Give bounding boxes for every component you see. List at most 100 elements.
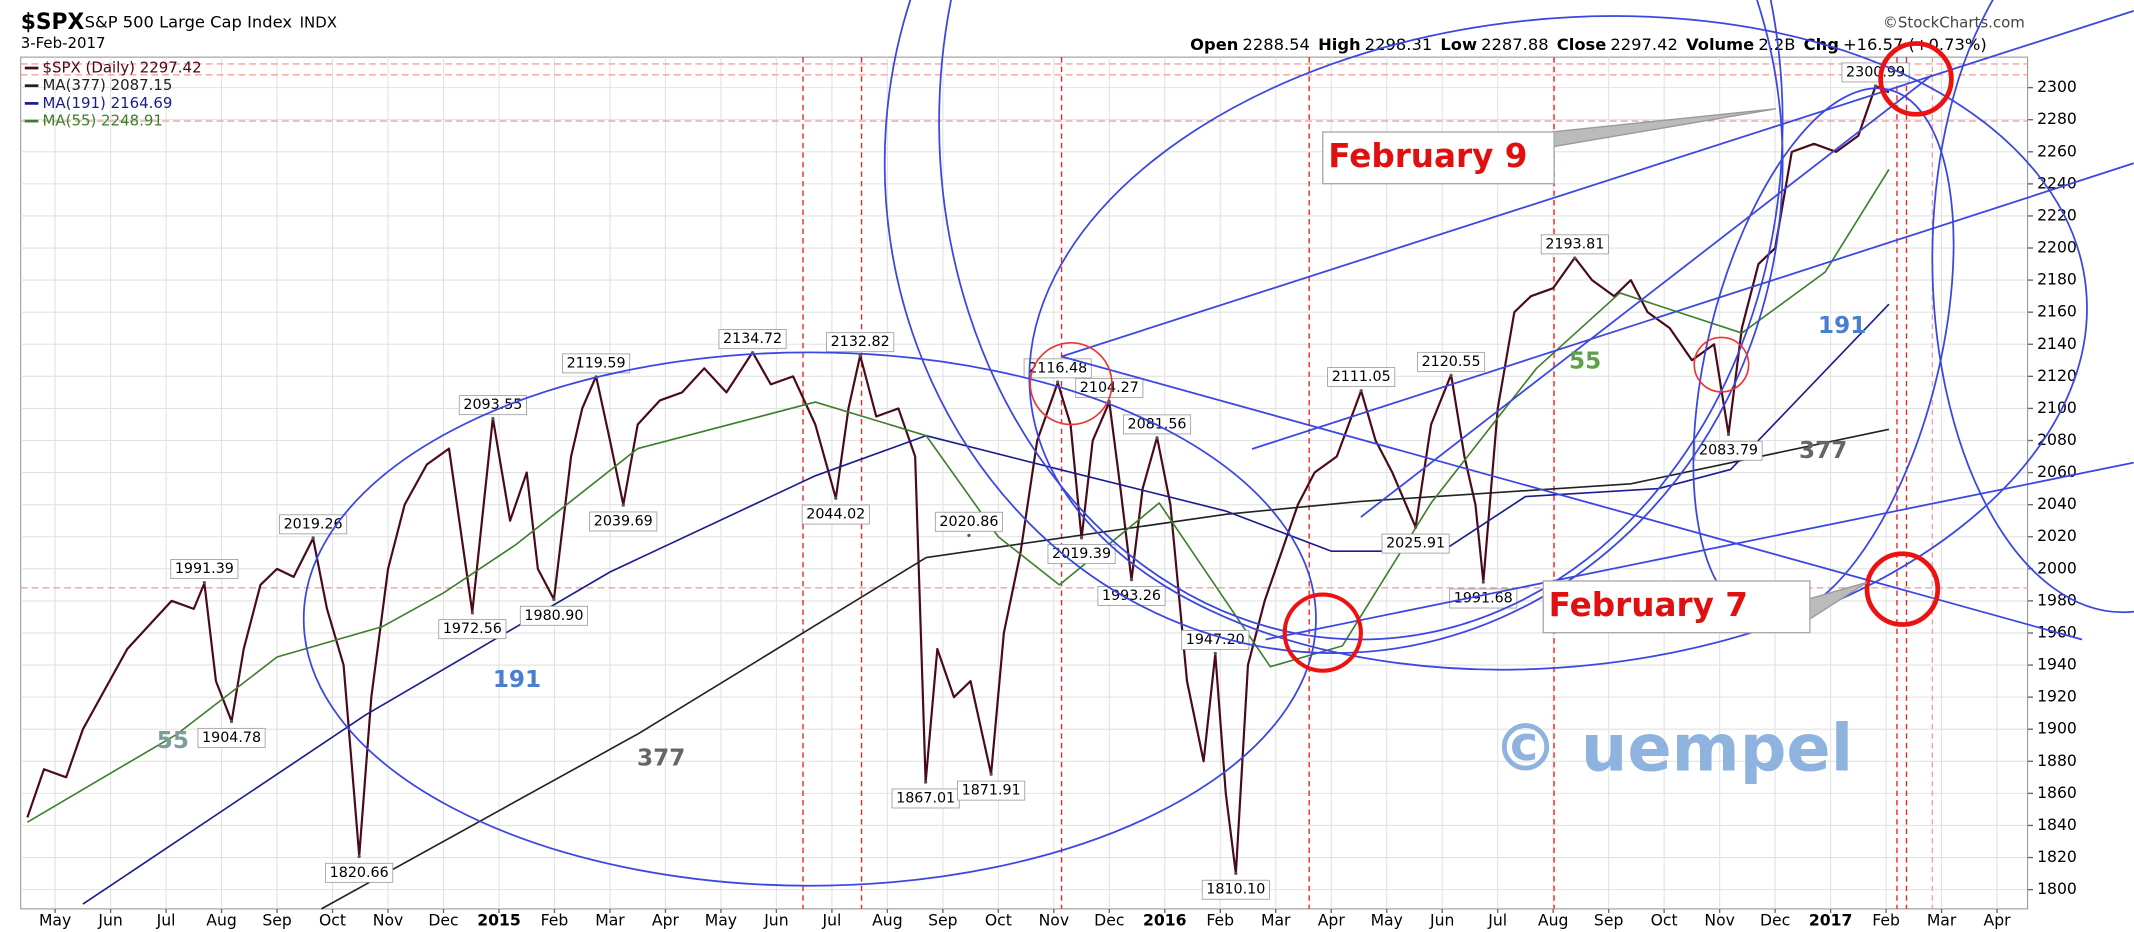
annotation-label: 1904.78 [202,730,261,746]
y-tick-label: 2160 [2037,302,2077,321]
y-tick-label: 1860 [2037,783,2077,802]
y-tick-label: 2180 [2037,270,2077,289]
x-tick-label: Jul [156,911,176,930]
annotation-label: 1867.01 [896,790,955,806]
annotation-box [934,511,1003,532]
annotation-point [1079,536,1084,540]
x-tick-label: 2016 [1143,911,1187,930]
callout-box [1542,580,1811,634]
x-tick-label: Dec [1760,911,1790,930]
legend-label: MA(191) 2164.69 [42,94,172,112]
x-tick-label: Nov [1039,911,1070,930]
annotation-label: 2134.72 [723,331,782,347]
annotation-point [1056,380,1060,384]
x-tick-label: Jul [821,911,841,930]
annotation-point [470,611,474,615]
x-tick-label: Feb [1206,911,1234,930]
ellipse [1028,15,2088,671]
guides [20,57,2028,909]
annotation-point [311,536,315,540]
quote-name: Low [1440,34,1477,53]
x-tick-label: Feb [1872,911,1900,930]
annotation-label: 1947.20 [1186,632,1245,648]
annotation-box [1694,440,1763,461]
annotation-point [1129,577,1134,582]
x-tick-label: Jun [763,911,788,930]
x-tick-label: May [39,911,71,930]
annotation-box [197,727,266,748]
annotation-box [325,862,394,883]
x-tick-label: Oct [319,911,346,930]
annotation-label: 2132.82 [831,334,890,350]
annotation-box [1201,879,1270,900]
annotation-box [438,619,507,640]
x-tick-label: 2017 [1809,911,1852,930]
annotation-label: 1820.66 [330,865,389,881]
legend-label: MA(377) 2087.15 [42,76,172,94]
source: ©StockCharts.com [1883,14,2025,32]
quote-name: Open [1190,34,1238,53]
annotation-point [552,597,556,602]
date: 3-Feb-2017 [21,34,106,52]
x-tick-label: Dec [428,911,458,930]
annotation-point [1155,436,1159,440]
circle [1029,342,1113,426]
x-tick-label: Mar [1927,911,1957,930]
annotation-point [1449,373,1453,378]
annotation-label: 2093.55 [463,397,522,413]
x-tick-label: Feb [541,911,569,930]
y-tick-label: 2280 [2037,109,2077,128]
annotation-point [1234,871,1238,876]
annotation-box [1181,629,1250,650]
x-tick-label: Sep [1594,911,1624,930]
annotation-point [1213,651,1217,656]
quote-value: 2288.54 [1242,34,1309,53]
x-tick-label: May [1371,911,1403,930]
ellipse [883,0,1784,654]
annotation-point [1726,432,1731,437]
x-tick-label: Dec [1094,911,1124,930]
annotation-box [458,395,527,416]
y-tick-label: 2100 [2037,398,2077,417]
series-line [26,168,1890,823]
trend-line [1061,355,2083,641]
x-tick-label: Aug [872,911,903,930]
ellipse [1931,0,2134,614]
ma-note: 377 [637,746,685,772]
annotation-point [834,496,838,500]
annotation-point [924,780,928,784]
annotation-label: 2120.55 [1422,354,1481,370]
ma-note: 377 [1799,438,1847,464]
y-tick-label: 1980 [2037,590,2077,609]
annotation-label: 2300.99 [1846,64,1905,80]
x-tick-label: 2015 [477,911,520,930]
quote-value: 2297.42 [1610,34,1677,53]
index-name: S&P 500 Large Cap Index [85,13,293,32]
y-tick-label: 1920 [2037,687,2077,706]
annotation-box [1327,367,1396,388]
x-tick-label: Oct [1651,911,1678,930]
x-tick-label: Oct [985,911,1012,930]
trend-line [1251,162,2134,450]
annotation-box [170,559,239,579]
annotation-box [1023,358,1092,379]
ma-note: 55 [157,728,189,754]
trend-line [1265,461,2134,641]
x-tick-label: Jun [1429,911,1454,930]
x-tick-label: Mar [1261,911,1291,930]
quote: Open 2288.54 High 2298.31 Low 2287.88 Close 229… [1190,34,1987,53]
annotation-label: 2019.39 [1052,546,1111,562]
annotation-label: 1810.10 [1206,882,1265,898]
annotation-label: 2193.81 [1545,236,1604,252]
callout: February 7 [1549,586,1748,624]
x-tick-label: Mar [595,911,625,930]
annotation-label: 1991.68 [1454,590,1513,606]
annotation-point [1481,580,1485,584]
ma-note: 55 [1569,348,1601,374]
annotation-label: 2020.86 [939,514,998,530]
y-tick-label: 2140 [2037,334,2077,353]
annotation-box [1047,544,1116,564]
annotation-box [957,780,1026,801]
